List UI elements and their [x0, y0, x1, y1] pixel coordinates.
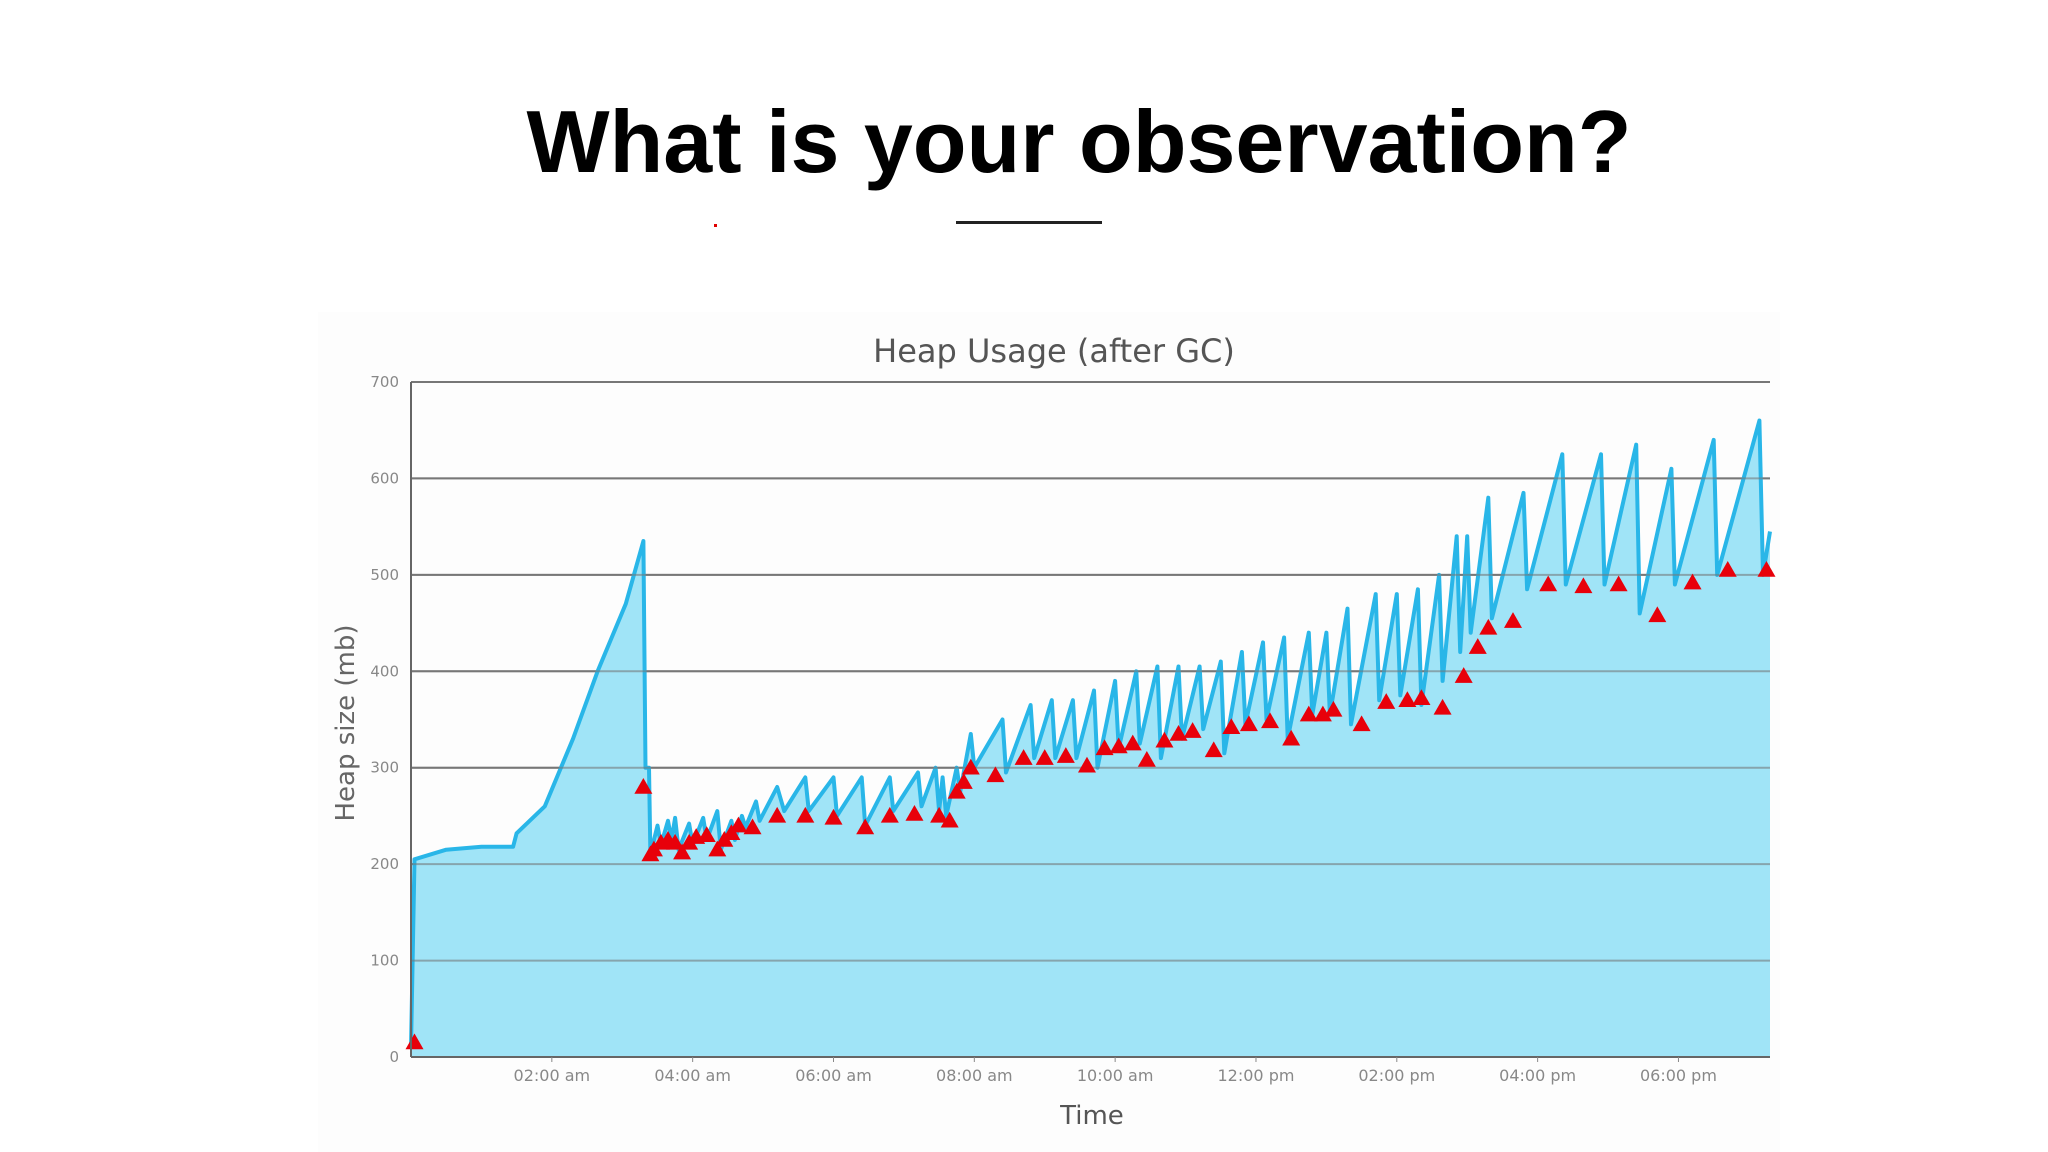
gc-marker — [1648, 606, 1667, 623]
x-tick-label: 10:00 am — [1077, 1066, 1154, 1085]
gc-marker — [1574, 577, 1593, 594]
gc-marker — [1313, 705, 1332, 722]
gc-marker — [1155, 731, 1174, 748]
gc-marker — [1222, 718, 1241, 734]
gc-marker — [768, 806, 787, 823]
gc-marker — [880, 806, 899, 823]
gc-marker — [1468, 638, 1487, 654]
gc-marker — [1377, 693, 1396, 709]
gc-marker — [729, 816, 748, 833]
gc-marker — [1169, 724, 1188, 741]
gc-marker — [666, 833, 685, 850]
chart-title: Heap Usage (after GC) — [873, 332, 1235, 370]
gc-marker — [673, 843, 692, 860]
y-tick-label: 700 — [370, 373, 399, 391]
gc-marker — [634, 778, 653, 794]
heap-area-fill — [411, 420, 1770, 1058]
gc-marker — [1609, 575, 1628, 592]
gc-marker — [1014, 749, 1033, 765]
y-tick-label: 200 — [370, 855, 399, 873]
gc-marker — [1683, 573, 1702, 590]
stray-red-dot — [714, 224, 717, 227]
x-tick-labels: 02:00 am 04:00 am 06:00 am 08:00 am 10:00 am… — [514, 1057, 1717, 1085]
x-tick-label: 06:00 pm — [1640, 1066, 1717, 1085]
gc-marker — [1183, 722, 1202, 738]
gc-marker — [1123, 734, 1142, 751]
gc-marker — [1282, 729, 1301, 746]
gc-marker — [1412, 689, 1431, 706]
chart-panel: Heap Usage (after GC) 0 100 200 300 400 500 60… — [318, 312, 1780, 1152]
gc-marker — [796, 806, 815, 823]
gc-marker — [1454, 667, 1473, 683]
gc-marker — [856, 818, 875, 835]
x-tick-label: 06:00 am — [795, 1066, 872, 1085]
gc-marker — [824, 808, 843, 825]
gc-marker — [1095, 739, 1114, 756]
gc-marker — [947, 782, 966, 799]
gc-marker — [697, 826, 716, 842]
gc-marker — [930, 806, 949, 823]
gc-marker — [1239, 715, 1258, 732]
gc-marker — [1352, 715, 1371, 732]
gc-marker — [1204, 741, 1223, 758]
y-tick-label: 500 — [370, 566, 399, 584]
y-tick-label: 600 — [370, 469, 399, 487]
gc-marker — [940, 811, 959, 828]
gc-marker — [1299, 705, 1318, 722]
title-underline — [956, 221, 1102, 224]
gc-marker — [1056, 747, 1075, 763]
x-tick-label: 02:00 pm — [1358, 1066, 1435, 1085]
x-axis-label: Time — [1059, 1101, 1124, 1131]
gc-marker — [1109, 737, 1128, 754]
x-tick-label: 08:00 am — [936, 1066, 1013, 1085]
heap-usage-chart: Heap Usage (after GC) 0 100 200 300 400 500 60… — [331, 332, 1776, 1131]
gc-marker — [1261, 712, 1280, 729]
x-tick-label: 04:00 pm — [1499, 1066, 1576, 1085]
axes — [410, 382, 1770, 1058]
gc-marker — [1718, 561, 1737, 577]
gc-marker — [954, 773, 973, 789]
y-tick-label: 100 — [370, 952, 399, 970]
gc-marker — [743, 818, 762, 835]
gc-marker — [1503, 612, 1522, 628]
gc-marker — [1757, 561, 1776, 577]
x-tick-label: 04:00 am — [654, 1066, 731, 1085]
y-tick-label: 300 — [370, 759, 399, 777]
gc-marker — [1035, 749, 1054, 765]
slide-title: What is your observation? — [526, 92, 1632, 191]
gc-marker — [1433, 698, 1452, 715]
y-axis-label: Heap size (mb) — [331, 624, 361, 821]
gc-marker — [1324, 700, 1343, 717]
gc-marker — [1398, 691, 1417, 707]
gc-marker — [905, 805, 924, 821]
gc-marker — [961, 758, 980, 775]
gc-marker — [1137, 751, 1156, 767]
y-tick-label: 0 — [389, 1048, 399, 1066]
gc-marker — [1077, 756, 1096, 773]
gc-marker — [1479, 618, 1498, 635]
gc-marker — [986, 766, 1005, 783]
x-tick-label: 02:00 am — [514, 1066, 591, 1085]
y-tick-labels: 0 100 200 300 400 500 600 700 — [370, 373, 399, 1066]
x-tick-label: 12:00 pm — [1218, 1066, 1295, 1085]
y-tick-label: 400 — [370, 662, 399, 680]
gc-marker — [1539, 575, 1558, 592]
gc-marker — [708, 840, 727, 857]
